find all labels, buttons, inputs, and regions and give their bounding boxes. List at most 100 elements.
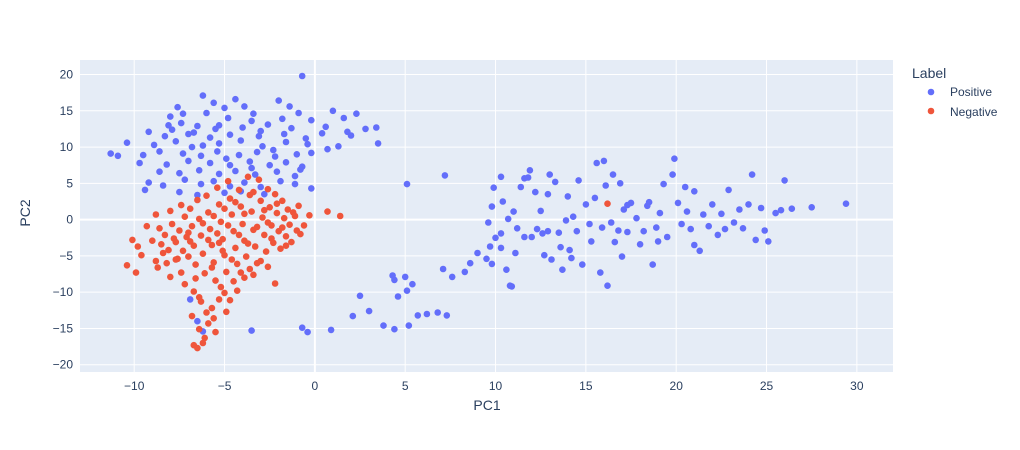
- data-point-negative: [286, 221, 293, 228]
- data-point-positive: [185, 130, 192, 138]
- legend-item-negative[interactable]: Negative: [927, 105, 998, 119]
- data-point-positive: [488, 203, 496, 210]
- data-point-positive: [197, 180, 205, 188]
- legend-item-positive[interactable]: Positive: [927, 85, 993, 99]
- data-point-negative: [228, 211, 236, 218]
- data-point-negative: [226, 296, 234, 304]
- data-point-positive: [598, 224, 606, 231]
- data-point-negative: [242, 253, 250, 260]
- data-point-positive: [649, 261, 656, 268]
- data-point-positive: [434, 309, 442, 316]
- legend[interactable]: Label Positive Negative: [912, 65, 998, 119]
- data-point-positive: [730, 219, 738, 226]
- data-point-negative: [185, 253, 192, 260]
- data-point-negative: [264, 263, 272, 271]
- data-point-positive: [264, 121, 272, 128]
- data-point-positive: [526, 167, 534, 174]
- legend-marker-negative: [927, 107, 935, 115]
- data-point-positive: [389, 272, 396, 279]
- data-point-negative: [201, 334, 208, 342]
- data-point-negative: [262, 248, 270, 255]
- data-point-negative: [177, 201, 185, 209]
- data-point-positive: [232, 95, 239, 103]
- data-point-positive: [286, 103, 293, 110]
- data-point-positive: [215, 170, 223, 178]
- data-point-negative: [161, 231, 169, 239]
- data-point-positive: [654, 238, 662, 245]
- data-point-negative: [194, 344, 201, 352]
- data-point-positive: [544, 227, 552, 235]
- data-point-positive: [136, 159, 143, 167]
- data-point-negative: [208, 264, 216, 271]
- data-point-positive: [380, 322, 387, 329]
- data-point-positive: [483, 255, 490, 263]
- data-point-positive: [600, 157, 608, 165]
- data-point-positive: [466, 259, 474, 267]
- data-point-negative: [237, 269, 245, 276]
- data-point-positive: [239, 124, 246, 131]
- data-point-positive: [663, 233, 671, 241]
- data-point-negative: [195, 294, 203, 301]
- data-point-positive: [564, 193, 572, 200]
- data-point-positive: [145, 128, 152, 136]
- data-point-positive: [224, 114, 232, 122]
- data-point-negative: [224, 222, 232, 229]
- data-point-positive: [172, 138, 180, 145]
- y-tick-label: 15: [60, 104, 74, 118]
- data-point-positive: [842, 200, 850, 207]
- data-point-negative: [158, 241, 165, 248]
- data-point-negative: [221, 205, 228, 212]
- data-point-positive: [168, 126, 176, 133]
- data-point-positive: [559, 266, 566, 274]
- data-point-positive: [179, 150, 187, 157]
- data-point-positive: [232, 167, 239, 175]
- data-point-positive: [304, 140, 311, 148]
- data-point-negative: [186, 238, 194, 245]
- data-point-negative: [259, 214, 266, 221]
- data-point-negative: [232, 244, 239, 252]
- data-point-negative: [152, 211, 160, 218]
- data-point-positive: [653, 224, 660, 231]
- data-point-positive: [761, 227, 768, 234]
- data-point-positive: [555, 229, 563, 236]
- data-point-negative: [228, 256, 236, 263]
- data-point-positive: [615, 227, 622, 234]
- data-point-negative: [132, 269, 140, 276]
- data-point-positive: [226, 161, 234, 169]
- data-point-positive: [748, 171, 756, 178]
- data-point-negative: [217, 283, 225, 291]
- data-point-positive: [226, 131, 234, 138]
- data-point-positive: [356, 292, 364, 300]
- data-point-positive: [492, 234, 499, 242]
- data-point-negative: [186, 205, 194, 212]
- data-point-positive: [808, 204, 815, 211]
- data-point-positive: [257, 127, 265, 135]
- data-point-positive: [237, 137, 245, 144]
- data-point-positive: [443, 312, 451, 319]
- data-point-negative: [143, 222, 151, 230]
- data-point-negative: [170, 235, 178, 242]
- data-point-negative: [279, 224, 286, 231]
- data-point-positive: [223, 155, 230, 162]
- data-point-positive: [461, 268, 469, 276]
- data-point-negative: [230, 278, 237, 285]
- data-point-positive: [597, 269, 604, 276]
- data-point-negative: [203, 192, 210, 199]
- x-tick-label: 5: [402, 379, 409, 393]
- data-point-positive: [197, 152, 205, 160]
- data-point-positive: [275, 97, 283, 104]
- data-point-positive: [441, 172, 449, 179]
- data-point-negative: [239, 220, 246, 228]
- data-point-negative: [255, 176, 263, 183]
- data-point-negative: [212, 277, 219, 284]
- data-point-positive: [497, 173, 505, 181]
- data-point-positive: [298, 72, 306, 80]
- data-point-negative: [181, 213, 189, 220]
- data-point-negative: [205, 236, 212, 244]
- data-point-negative: [226, 195, 234, 202]
- data-point-negative: [197, 232, 205, 239]
- data-point-positive: [139, 151, 147, 159]
- x-axis-title: PC1: [473, 397, 500, 413]
- x-tick-label: 0: [312, 379, 319, 393]
- data-point-negative: [210, 212, 217, 220]
